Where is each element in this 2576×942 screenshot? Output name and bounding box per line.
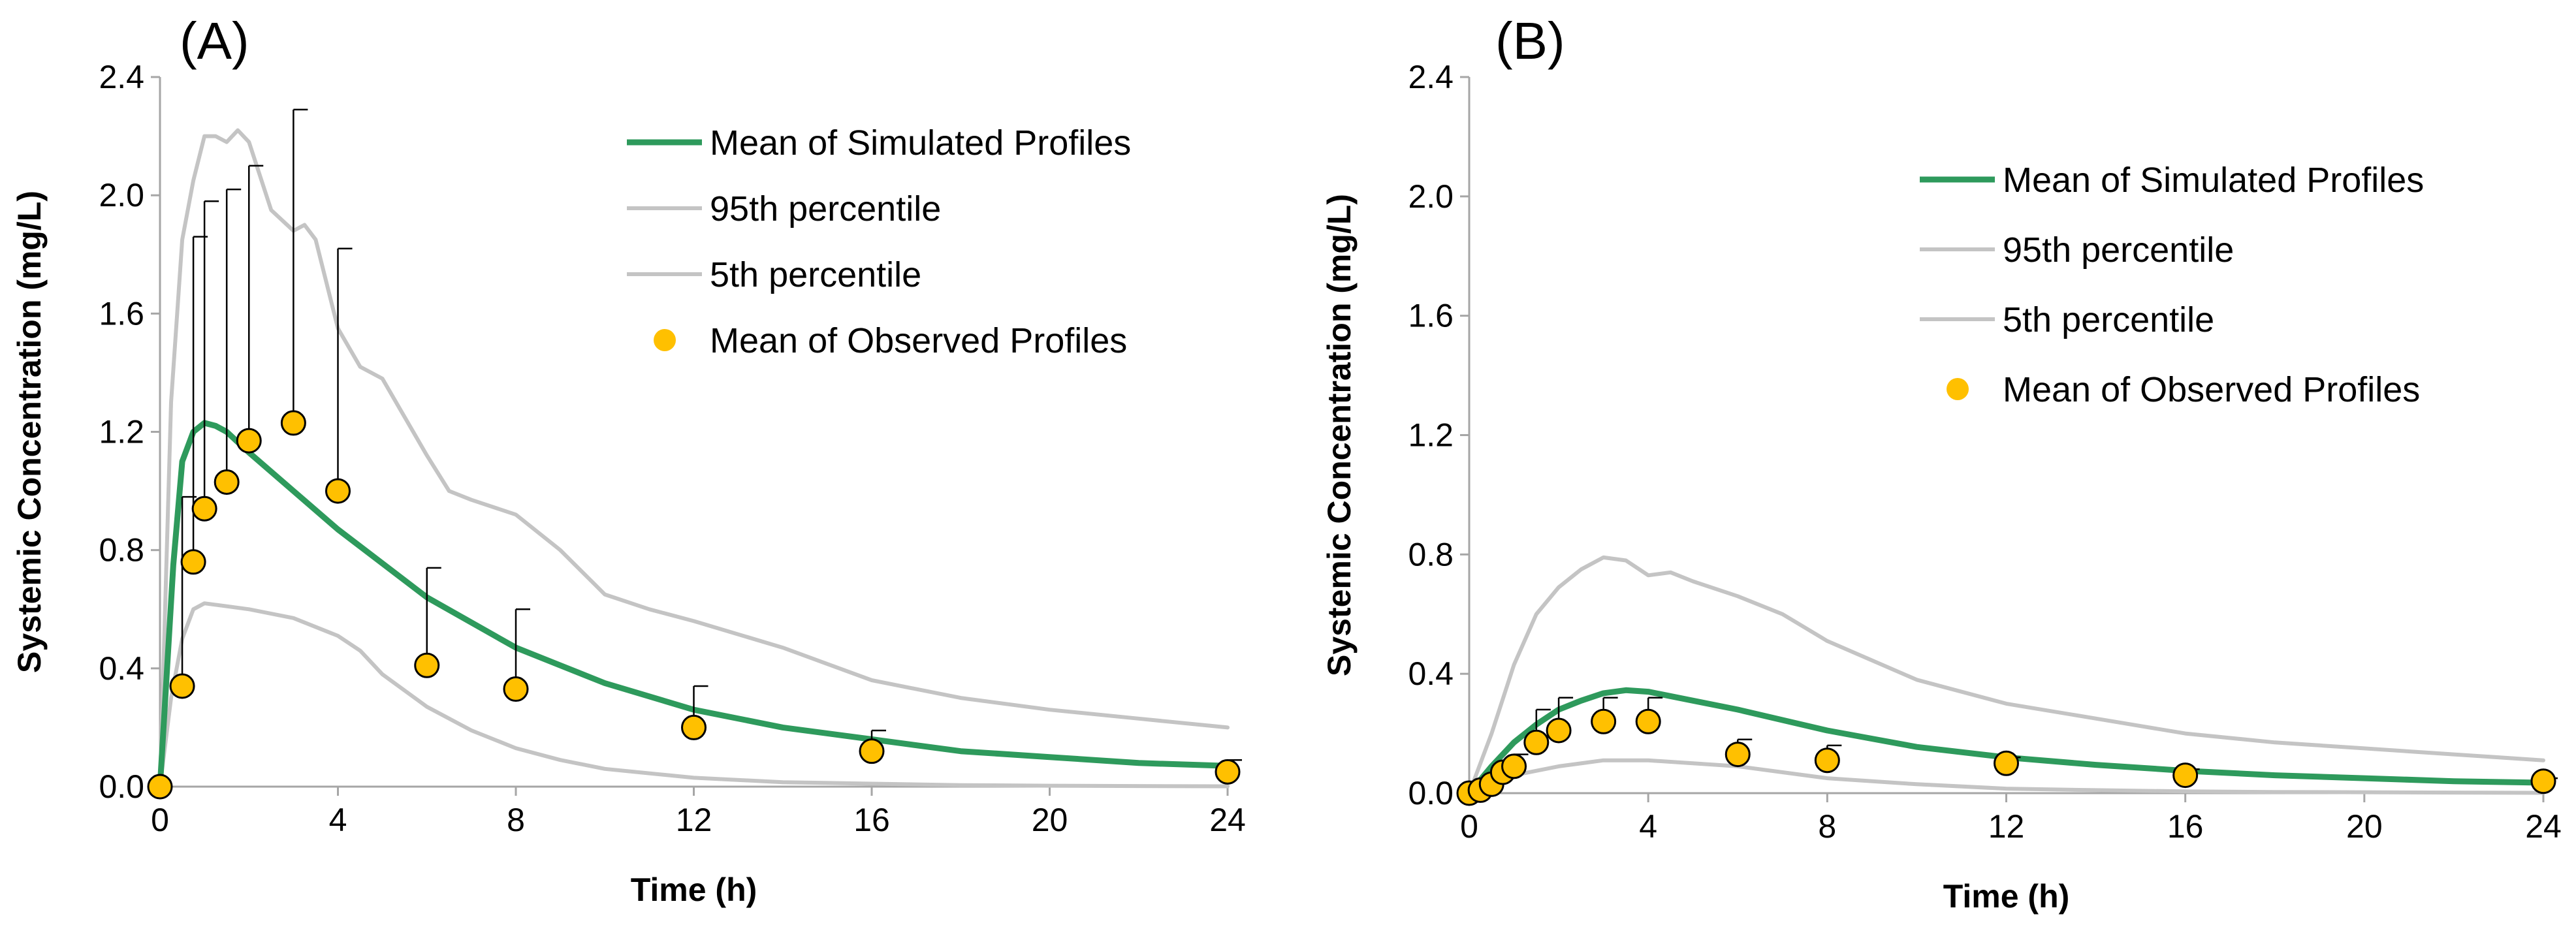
legend-label: 95th percentile <box>710 189 941 228</box>
observed-point <box>169 673 195 699</box>
legend-label: Mean of Simulated Profiles <box>710 123 1131 163</box>
x-tick-label: 24 <box>2525 808 2562 845</box>
y-tick-label: 2.0 <box>1408 178 1454 215</box>
observed-point <box>1635 708 1661 734</box>
observed-point <box>1215 759 1241 785</box>
x-tick-label: 12 <box>676 802 712 838</box>
observed-point <box>1523 729 1550 755</box>
observed-point <box>2172 762 2199 789</box>
y-tick-label: 0.4 <box>1408 655 1454 692</box>
observed-point <box>147 774 173 800</box>
observed-point <box>236 428 262 454</box>
p95-line <box>1467 555 2545 795</box>
x-tick-label: 20 <box>2346 808 2383 845</box>
p95-line <box>158 128 1230 789</box>
legend-swatch-marker <box>654 329 676 351</box>
p5-line <box>158 601 1230 789</box>
y-tick-label: 0.0 <box>99 768 144 805</box>
legend-label: 5th percentile <box>710 255 921 294</box>
observed-point <box>681 714 707 740</box>
legend-label: Mean of Observed Profiles <box>710 321 1127 360</box>
x-tick-label: 16 <box>2167 808 2204 845</box>
x-tick-label: 16 <box>853 802 890 838</box>
x-tick-label: 4 <box>329 802 347 838</box>
observed-point <box>2530 768 2556 794</box>
observed-point <box>325 478 351 504</box>
observed-point <box>180 549 206 575</box>
x-tick-label: 4 <box>1639 808 1657 845</box>
observed-point <box>280 410 306 436</box>
panel-a: (A) 0.0 0.4 0.8 1.2 1.6 2.0 2.4 0 4 8 12 16 20 24 Time … <box>11 12 1246 908</box>
y-tick-label: 1.2 <box>1408 417 1454 454</box>
observed-point <box>414 652 440 678</box>
x-tick-label: 8 <box>1818 808 1836 845</box>
y-tick-label: 0.8 <box>99 532 144 569</box>
panel-b: (B) 0.0 0.4 0.8 1.2 1.6 2.0 2.4 0 4 8 12 16 20 24 Time … <box>1321 12 2562 915</box>
x-tick-label: 8 <box>507 802 525 838</box>
x-tick-label: 24 <box>1209 802 1246 838</box>
x-tick-label: 20 <box>1032 802 1068 838</box>
y-tick-label: 1.6 <box>1408 298 1454 334</box>
x-axis-title: Time (h) <box>1943 878 2070 915</box>
y-axis-title: Systemic Concentration (mg/L) <box>1321 194 1358 676</box>
y-tick-label: 0.0 <box>1408 775 1454 811</box>
legend-label: Mean of Simulated Profiles <box>2003 161 2424 200</box>
x-tick-label: 0 <box>151 802 169 838</box>
legend-label: 5th percentile <box>2003 300 2214 339</box>
y-axis-title: Systemic Concentration (mg/L) <box>11 191 48 673</box>
legend-label: 95th percentile <box>2003 230 2234 270</box>
x-tick-label: 0 <box>1460 808 1478 845</box>
p5-line <box>1467 758 2545 795</box>
observed-point <box>1814 747 1840 774</box>
observed-point <box>191 495 217 522</box>
observed-point <box>1994 750 2019 776</box>
observed-point <box>1591 708 1617 734</box>
observed-point <box>503 676 529 702</box>
simulated-mean-line <box>157 420 1231 790</box>
y-tick-label: 0.8 <box>1408 536 1454 573</box>
observed-point <box>1725 742 1751 768</box>
x-axis-title: Time (h) <box>631 871 757 908</box>
panel-label: (A) <box>180 12 249 70</box>
panel-label: (B) <box>1495 12 1565 70</box>
y-tick-label: 2.4 <box>99 59 144 95</box>
x-tick-label: 12 <box>1988 808 2025 845</box>
y-tick-label: 2.0 <box>99 177 144 213</box>
observed-point <box>1501 753 1527 779</box>
y-tick-label: 0.4 <box>99 650 144 687</box>
observed-point <box>859 738 885 764</box>
observed-point <box>214 469 240 495</box>
y-tick-label: 1.2 <box>99 414 144 450</box>
observed-point <box>1546 717 1572 744</box>
y-tick-label: 2.4 <box>1408 59 1454 95</box>
simulated-mean-line <box>1466 687 2547 796</box>
legend-swatch-marker <box>1947 378 1969 400</box>
y-tick-label: 1.6 <box>99 295 144 332</box>
legend-label: Mean of Observed Profiles <box>2003 370 2420 409</box>
